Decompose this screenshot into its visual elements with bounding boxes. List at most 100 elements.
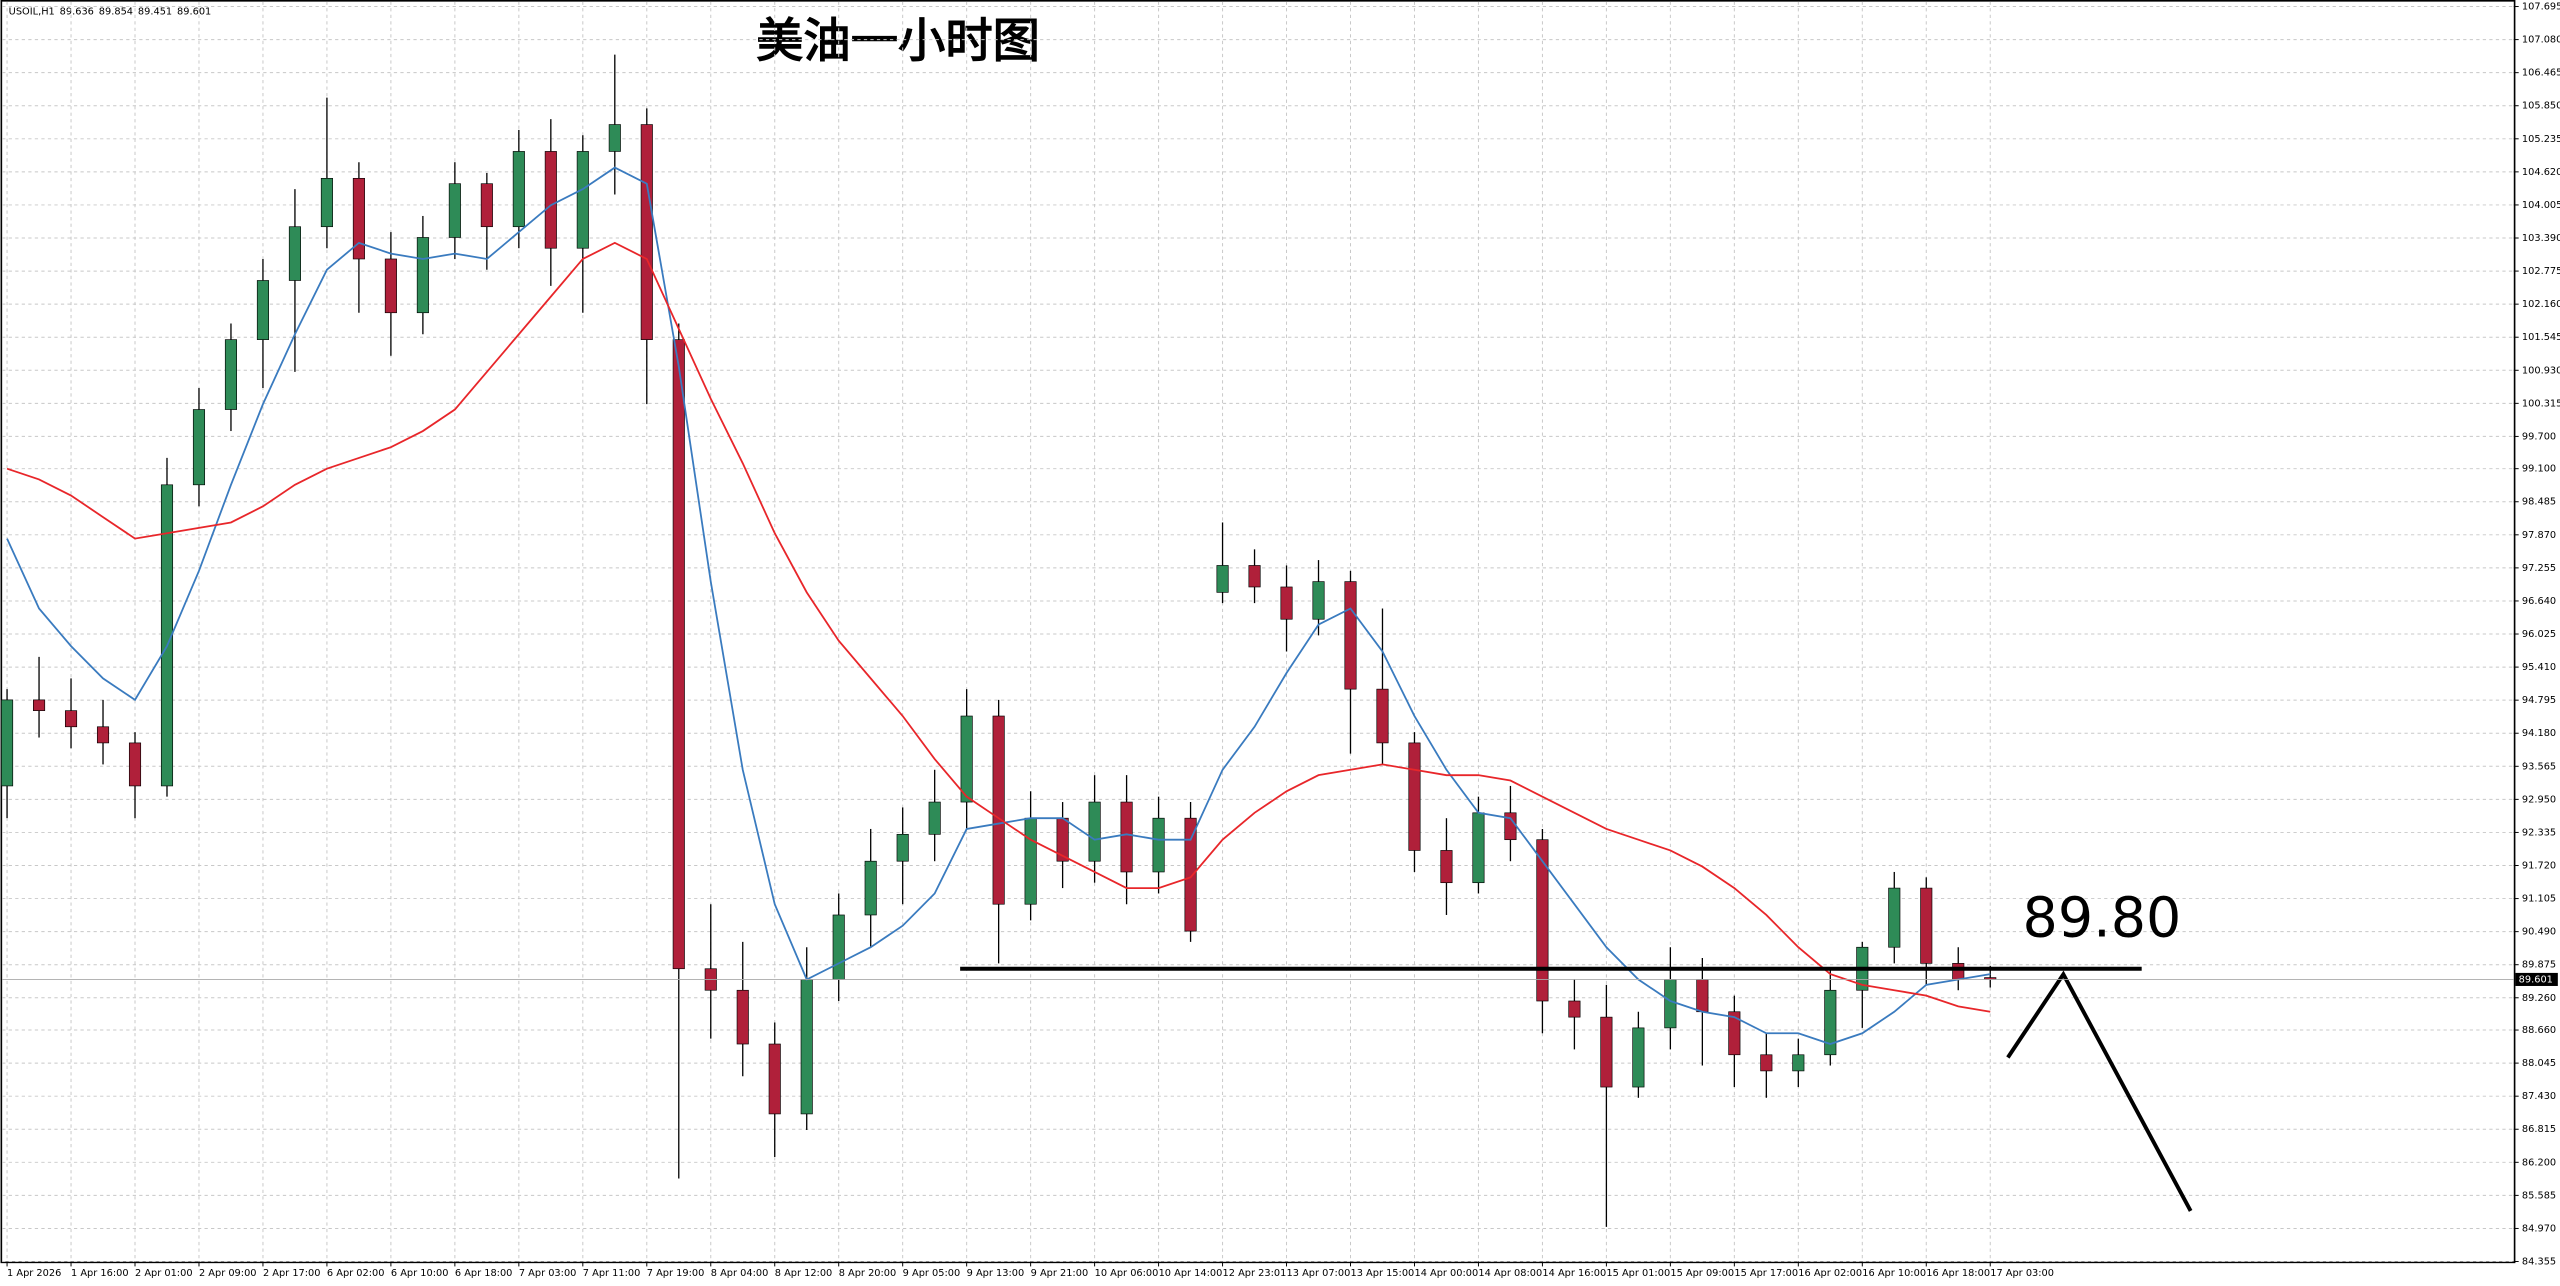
candle-body (896, 833, 909, 862)
candle-body (1824, 989, 1837, 1056)
candle-body (352, 177, 365, 260)
y-tick-label: 99.700 (2522, 431, 2556, 442)
candle-body (160, 484, 174, 787)
x-tick-label: 15 Apr 01:00 (1606, 1268, 1670, 1279)
candle-body (384, 258, 397, 314)
x-tick-label: 16 Apr 02:00 (1798, 1268, 1862, 1279)
plot-frame (0, 0, 2516, 1264)
candle-body (1024, 817, 1037, 905)
candle-body (1664, 979, 1677, 1029)
candle-body (1216, 565, 1229, 593)
candle-body (1184, 817, 1197, 932)
candle-body (832, 914, 845, 980)
y-tick-label: 102.775 (2522, 266, 2560, 277)
level-label: 89.80 (2023, 887, 2182, 951)
y-tick-label: 85.585 (2522, 1190, 2556, 1201)
candle-body (1120, 801, 1133, 873)
candle-body (992, 715, 1005, 905)
candle-body (1472, 812, 1485, 884)
y-tick-label: 104.620 (2522, 167, 2560, 178)
header-symbol: USOIL,H1 (9, 6, 55, 17)
candle-body (192, 409, 206, 486)
header-value: 89.854 (99, 6, 133, 17)
candle-body (640, 124, 653, 340)
x-tick-label: 9 Apr 05:00 (903, 1268, 961, 1279)
y-tick-label: 102.160 (2522, 299, 2560, 310)
y-tick-label: 90.490 (2522, 927, 2556, 938)
candle-body (1568, 1000, 1581, 1018)
y-tick-label: 107.695 (2522, 2, 2560, 13)
candle-body (1632, 1027, 1645, 1088)
x-tick-label: 6 Apr 10:00 (391, 1268, 449, 1279)
candle-body (1920, 887, 1933, 964)
y-tick-label: 101.545 (2522, 332, 2560, 343)
candle-body (800, 979, 813, 1115)
candle-body (1536, 839, 1549, 1002)
x-tick-label: 17 Apr 03:00 (1990, 1268, 2054, 1279)
y-tick-label: 87.430 (2522, 1091, 2556, 1102)
y-tick-label: 84.970 (2522, 1223, 2556, 1234)
x-tick-label: 8 Apr 20:00 (839, 1268, 897, 1279)
x-tick-label: 2 Apr 17:00 (263, 1268, 321, 1279)
candle-body (1280, 586, 1293, 620)
chart-title: 美油一小时图 (756, 14, 1040, 69)
y-tick-label: 96.025 (2522, 629, 2556, 640)
candle-body (1440, 850, 1453, 884)
x-tick-label: 16 Apr 18:00 (1926, 1268, 1990, 1279)
y-tick-label: 95.410 (2522, 662, 2556, 673)
y-tick-label: 105.850 (2522, 101, 2560, 112)
candle-body (320, 177, 333, 228)
x-tick-label: 10 Apr 06:00 (1095, 1268, 1159, 1279)
candle-body (864, 860, 877, 916)
marks (1, 54, 1997, 1227)
x-tick-label: 15 Apr 17:00 (1734, 1268, 1798, 1279)
y-tick-label: 91.720 (2522, 861, 2556, 872)
candle-body (448, 183, 461, 238)
y-tick-label: 84.355 (2522, 1257, 2556, 1268)
candle-body (416, 237, 429, 314)
x-tick-label: 2 Apr 01:00 (135, 1268, 193, 1279)
candle-body (224, 339, 238, 410)
y-tick-label: 106.465 (2522, 68, 2560, 79)
x-tick-label: 8 Apr 04:00 (711, 1268, 769, 1279)
x-tick-label: 14 Apr 00:00 (1414, 1268, 1478, 1279)
current-price-box (2515, 972, 2558, 986)
candle-body (736, 989, 749, 1045)
y-tick-label: 92.335 (2522, 827, 2556, 838)
y-tick-label: 86.815 (2522, 1124, 2556, 1135)
y-tick-label: 100.315 (2522, 398, 2560, 409)
candle-body (1600, 1016, 1613, 1088)
candle-body (608, 124, 621, 152)
candle-body (1248, 565, 1261, 588)
candle-body (1760, 1054, 1773, 1072)
y-tick-label: 94.180 (2522, 728, 2556, 739)
y-tick-label: 91.105 (2522, 894, 2556, 905)
x-tick-label: 13 Apr 07:00 (1287, 1268, 1351, 1279)
candle-body (64, 710, 78, 728)
candle-body (1952, 963, 1965, 980)
y-tick-label: 96.640 (2522, 596, 2556, 607)
x-tick-label: 6 Apr 02:00 (327, 1268, 385, 1279)
x-tick-label: 2 Apr 09:00 (199, 1268, 257, 1279)
y-tick-label: 99.100 (2522, 464, 2556, 475)
x-tick-label: 10 Apr 14:00 (1159, 1268, 1223, 1279)
y-tick-label: 86.200 (2522, 1157, 2556, 1168)
x-tick-label: 7 Apr 19:00 (647, 1268, 705, 1279)
x-tick-label: 9 Apr 13:00 (967, 1268, 1025, 1279)
x-tick-label: 6 Apr 18:00 (455, 1268, 513, 1279)
header-value: 89.601 (177, 6, 211, 17)
x-tick-label: 1 Apr 16:00 (71, 1268, 129, 1279)
candle-body (1696, 979, 1709, 1013)
y-tick-label: 94.795 (2522, 695, 2556, 706)
x-tick-label: 12 Apr 23:01 (1223, 1268, 1287, 1279)
x-tick-label: 1 Apr 2026 (7, 1268, 61, 1279)
candle-body (768, 1043, 781, 1115)
candle-body (544, 151, 557, 249)
y-tick-label: 104.005 (2522, 200, 2560, 211)
candle-body (1728, 1011, 1741, 1056)
candle-body (256, 280, 269, 340)
candle-body (480, 183, 493, 228)
candle-body (1152, 817, 1165, 873)
candle-body (960, 715, 973, 803)
candle-body (1376, 688, 1389, 744)
